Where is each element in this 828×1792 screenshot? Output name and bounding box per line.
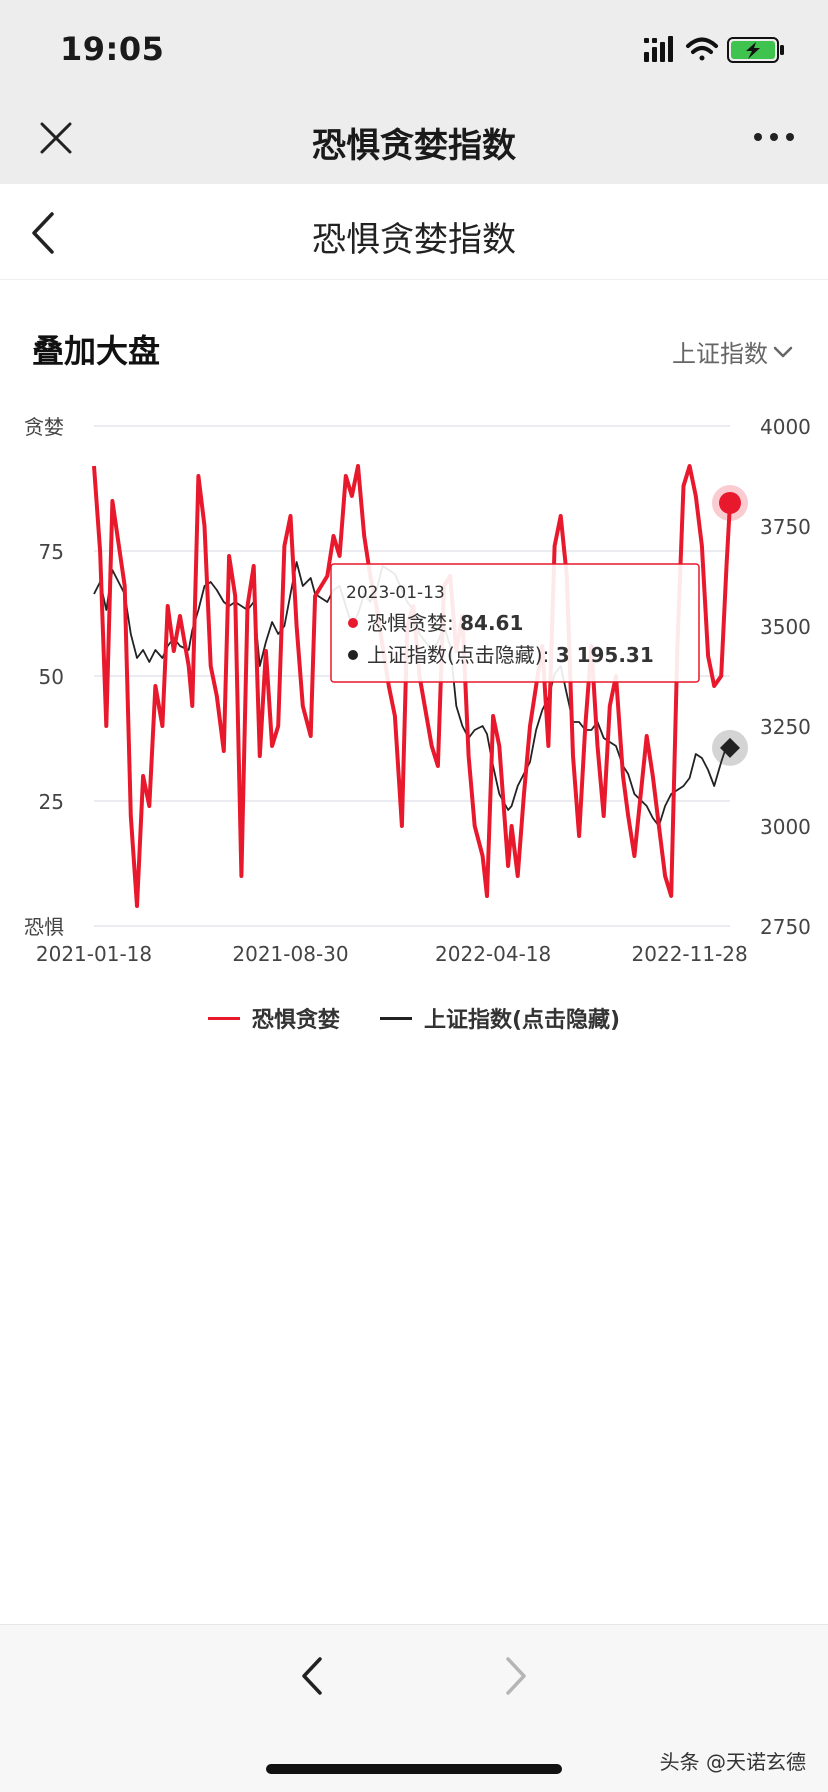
x-axis-tick: 2021-01-18 <box>36 942 152 966</box>
tooltip-date: 2023-01-13 <box>346 583 445 603</box>
status-bar: 19:05 <box>0 0 828 92</box>
hover-point-fear-greed <box>719 491 741 514</box>
page-title: 恐惧贪婪指数 <box>312 220 516 260</box>
series-line-fear-greed <box>92 464 732 908</box>
browser-forward-icon[interactable] <box>496 1653 532 1699</box>
index-selector[interactable]: 上证指数 <box>672 334 794 369</box>
legend-item-sse-index[interactable]: 上证指数(点击隐藏) <box>379 1002 621 1034</box>
tooltip-row-value: 84.61 <box>460 611 523 635</box>
left-axis-tick: 贪婪 <box>24 415 64 439</box>
watermark: 头条 @天诺玄德 <box>659 1750 806 1774</box>
legend-label-fear-greed: 恐惧贪婪 <box>251 1008 340 1033</box>
left-axis-tick: 50 <box>39 665 64 689</box>
wifi-icon <box>686 37 718 61</box>
x-axis-tick: 2022-04-18 <box>435 942 551 966</box>
chart-svg[interactable]: 贪婪 75 50 25 恐惧 4000 3750 3500 3250 3000 2750 2021-0… <box>0 400 828 970</box>
status-time: 19:05 <box>60 30 165 68</box>
home-indicator[interactable] <box>266 1764 562 1774</box>
right-axis-tick: 3750 <box>760 515 811 539</box>
top-nav-bar: 恐惧贪婪指数 <box>0 92 828 184</box>
tooltip-row-label: 恐惧贪婪: <box>367 611 460 635</box>
chevron-down-icon <box>773 346 793 357</box>
tooltip-row: 上证指数(点击隐藏): 3 195.31 <box>367 643 654 667</box>
browser-back-icon[interactable] <box>296 1653 332 1699</box>
chart-legend: 恐惧贪婪 上证指数(点击隐藏) <box>0 1000 828 1036</box>
legend-swatch-sse-index <box>379 1016 412 1020</box>
right-axis-tick: 4000 <box>760 415 811 439</box>
fear-greed-chart[interactable]: 贪婪 75 50 25 恐惧 4000 3750 3500 3250 3000 2750 2021-0… <box>0 400 828 970</box>
close-icon[interactable] <box>36 118 76 158</box>
tooltip-row-value: 3 195.31 <box>556 643 654 667</box>
section-title: 叠加大盘 <box>32 332 161 370</box>
right-axis-tick: 2750 <box>760 915 811 939</box>
tooltip-box <box>330 563 700 683</box>
more-options-icon[interactable] <box>752 122 796 152</box>
status-icons <box>644 36 784 63</box>
left-axis-tick: 恐惧 <box>24 915 64 939</box>
tooltip-dot <box>348 650 358 660</box>
tooltip-row-label: 上证指数(点击隐藏): <box>367 643 556 667</box>
nav-title: 恐惧贪婪指数 <box>312 126 516 166</box>
left-axis-tick: 25 <box>39 790 64 814</box>
back-arrow-icon[interactable] <box>28 210 64 256</box>
x-axis-tick: 2021-08-30 <box>232 942 348 966</box>
index-selector-value: 上证指数 <box>672 340 768 368</box>
page-header: 恐惧贪婪指数 <box>0 184 828 280</box>
legend-item-fear-greed[interactable]: 恐惧贪婪 <box>207 1002 340 1034</box>
tooltip-dot <box>348 618 358 628</box>
left-axis-tick: 75 <box>39 540 64 564</box>
cellular-signal-icon <box>644 36 673 62</box>
tooltip-row: 恐惧贪婪: 84.61 <box>367 611 523 635</box>
right-axis-tick: 3250 <box>760 715 811 739</box>
battery-charging-icon <box>727 37 784 63</box>
legend-swatch-fear-greed <box>207 1016 240 1020</box>
right-axis-tick: 3000 <box>760 815 811 839</box>
legend-label-sse-index: 上证指数(点击隐藏) <box>423 1008 621 1033</box>
hover-point-sse-index <box>720 737 740 758</box>
x-axis-tick: 2022-11-28 <box>632 942 748 966</box>
right-axis-tick: 3500 <box>760 615 811 639</box>
